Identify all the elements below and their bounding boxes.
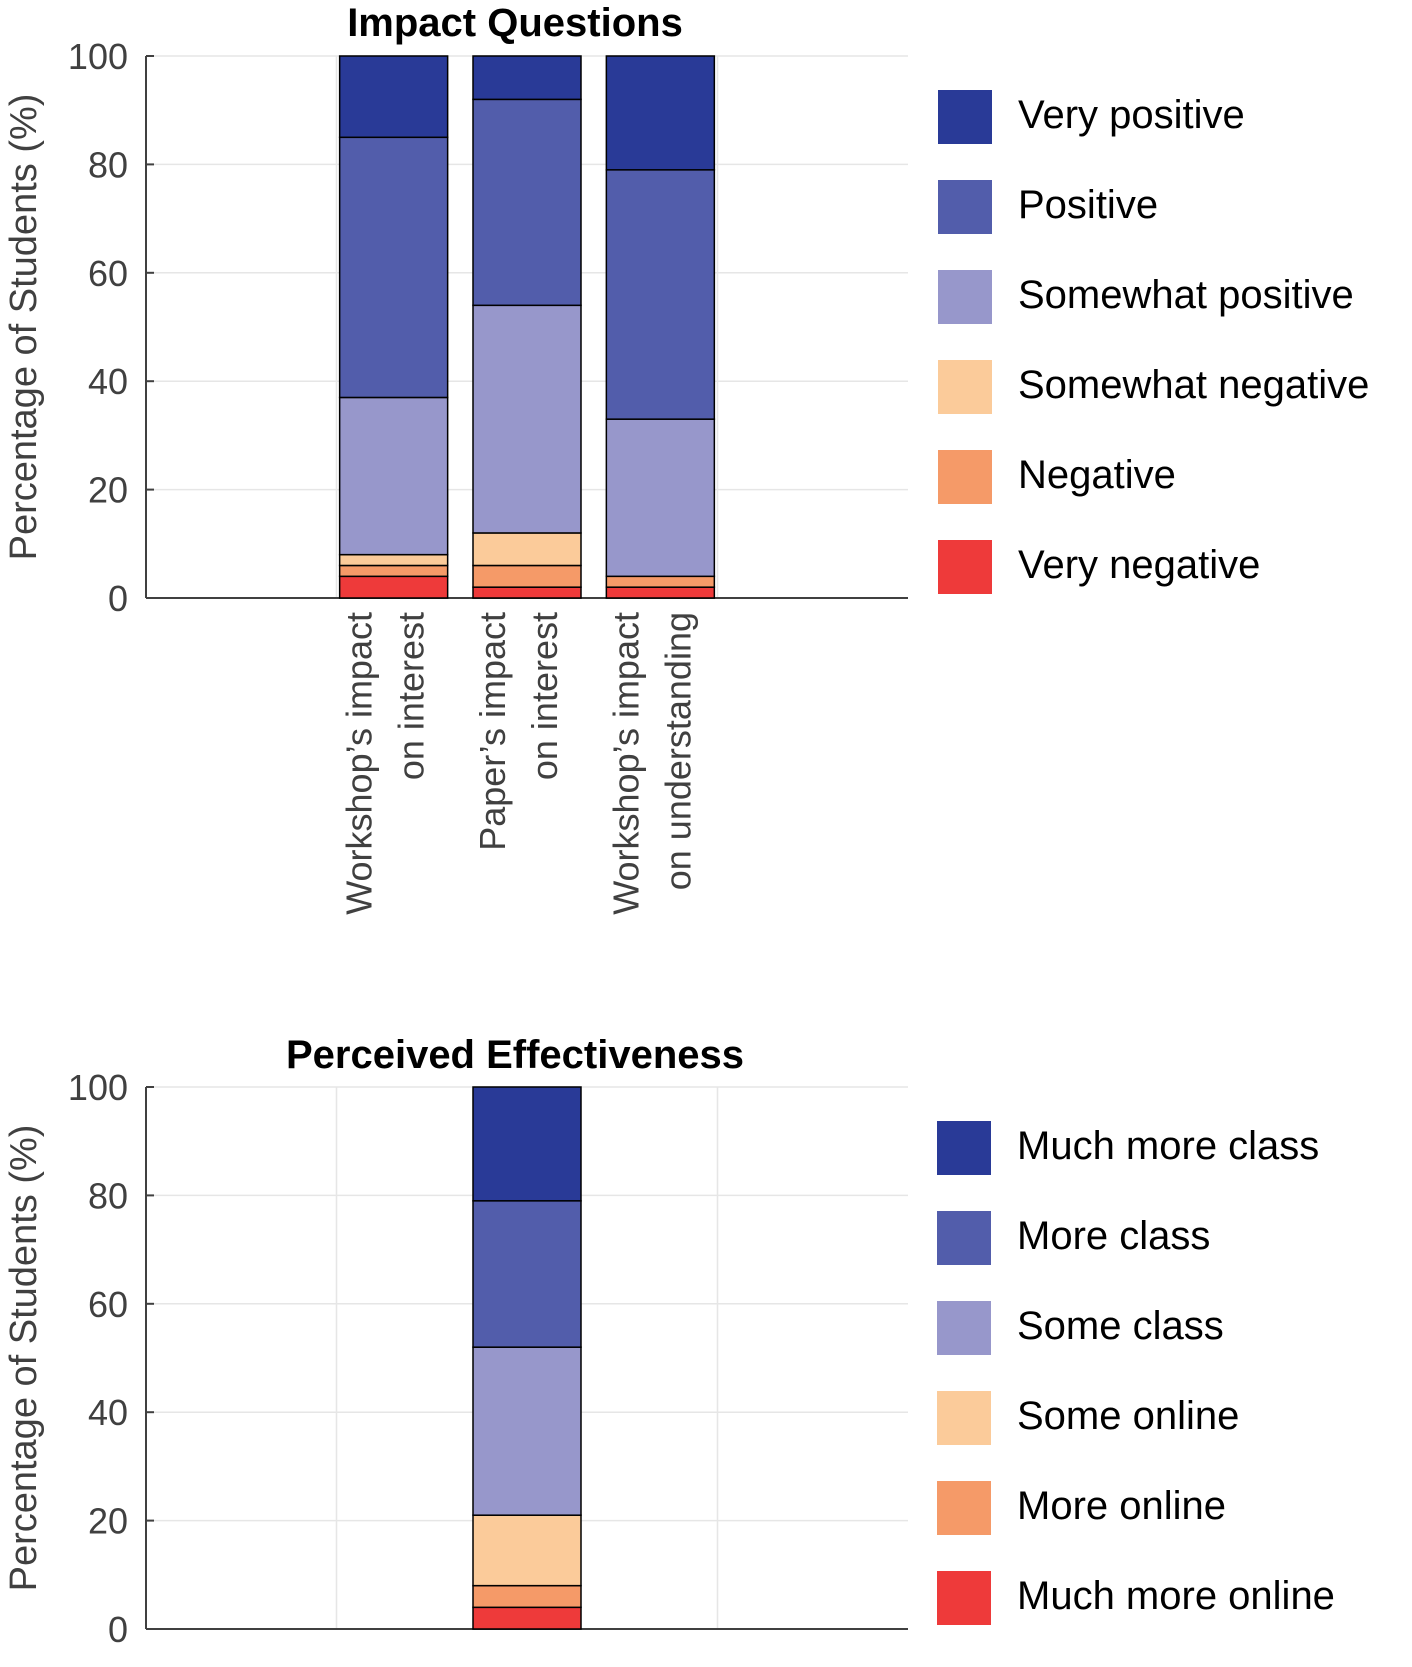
legend-label: Very negative (1018, 543, 1260, 587)
legend-label: More online (1017, 1484, 1226, 1528)
bar-segment (338, 564, 449, 578)
y-tick-label: 100 (68, 36, 128, 77)
legend-label: Somewhat negative (1018, 363, 1369, 407)
y-tick-label: 0 (108, 578, 128, 619)
chart-title: Perceived Effectiveness (286, 1033, 744, 1077)
legend-swatch (937, 1121, 991, 1175)
legend-swatch (937, 1391, 991, 1445)
bar-segment (472, 1584, 582, 1609)
legend-swatch (938, 450, 992, 504)
y-tick-label: 80 (88, 144, 128, 185)
category-label: on interest (391, 612, 432, 780)
bar-segment (472, 586, 582, 599)
bar-segment (605, 575, 716, 588)
legend-swatch (938, 540, 992, 594)
legend-swatch (938, 360, 992, 414)
y-tick-label: 20 (88, 1501, 128, 1542)
category-label: Workshop’s impact (605, 612, 646, 915)
legend-swatch (938, 270, 992, 324)
bar-segment (472, 55, 582, 101)
legend-label: More class (1017, 1214, 1210, 1258)
legend-label: Much more online (1017, 1574, 1335, 1618)
bar-segment (472, 1346, 582, 1516)
legend-swatch (937, 1301, 991, 1355)
bar-segment (605, 169, 716, 420)
chart-title: Impact Questions (347, 1, 683, 45)
impact-questions-chart: Impact Questions 0 20 40 60 80 100 Percentage o… (3, 1, 1369, 915)
legend-label: Somewhat positive (1018, 273, 1354, 317)
category-label: on understanding (657, 612, 698, 890)
bar-segment (472, 532, 582, 567)
bar-segment (472, 1514, 582, 1587)
legend-label: Some online (1017, 1394, 1239, 1438)
bar-segment (338, 575, 449, 599)
bar-segment (472, 1086, 582, 1202)
y-tick-label: 100 (68, 1067, 128, 1108)
legend-swatch (937, 1571, 991, 1625)
perceived-effectiveness-chart: Perceived Effectiveness 0 20 40 60 80 100 Perce… (3, 1033, 1335, 1650)
category-label: Paper’s impact (472, 612, 513, 851)
y-tick-label: 0 (108, 1609, 128, 1650)
legend-label: Some class (1017, 1304, 1224, 1348)
bar-segment (338, 55, 449, 139)
y-tick-label: 60 (88, 1284, 128, 1325)
bar-segment (472, 98, 582, 307)
legend-swatch (938, 180, 992, 234)
bar-segment (338, 553, 449, 567)
y-tick-label: 80 (88, 1175, 128, 1216)
legend-label: Positive (1018, 183, 1158, 227)
legend-swatch (938, 90, 992, 144)
legend-label: Much more class (1017, 1124, 1319, 1168)
bar-segment (605, 586, 716, 599)
legend-swatch (937, 1481, 991, 1535)
bar-segment (605, 418, 716, 578)
legend-swatch (937, 1211, 991, 1265)
bar-segment (472, 1200, 582, 1348)
category-label: on interest (524, 612, 565, 780)
y-tick-label: 40 (88, 1392, 128, 1433)
bar-segment (472, 564, 582, 588)
legend-label: Very positive (1018, 93, 1245, 137)
bar-segment (472, 304, 582, 534)
bar-segment (338, 396, 449, 556)
y-axis-label: Percentage of Students (%) (3, 94, 45, 561)
category-label: Workshop’s impact (339, 612, 380, 915)
legend-label: Negative (1018, 453, 1176, 497)
y-tick-label: 20 (88, 470, 128, 511)
y-axis-label: Percentage of Students (%) (3, 1125, 45, 1592)
bar-segment (472, 1606, 582, 1630)
y-tick-label: 40 (88, 361, 128, 402)
y-tick-label: 60 (88, 253, 128, 294)
bar-segment (605, 55, 716, 171)
bar-segment (338, 136, 449, 399)
